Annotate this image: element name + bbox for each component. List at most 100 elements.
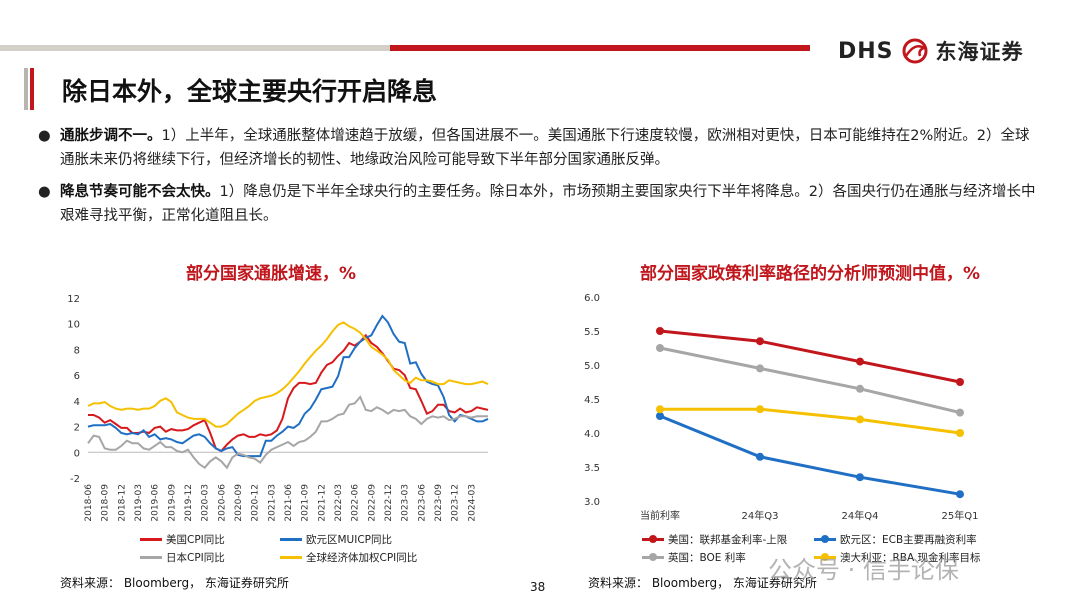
x-tick-label: 2022-06	[351, 484, 361, 522]
bullet-dot-icon: ●	[38, 184, 51, 200]
right-chart-title: 部分国家政策利率路径的分析师预测中值，%	[640, 264, 981, 284]
series-point	[956, 490, 964, 499]
series-point	[756, 405, 764, 414]
policy-rate-line-chart: 3.0 3.5 4.0 4.5 5.0 5.5 6.0 当前利率 24年Q3 24年Q4 25年Q1	[584, 293, 979, 522]
legend-item-boe: 英国：BOE 利率	[642, 550, 746, 565]
x-tick-label: 2023-09	[434, 484, 444, 522]
series-point	[856, 357, 864, 366]
y-tick-label: 0	[74, 448, 80, 459]
series-point	[656, 327, 664, 335]
bullet-item: ● 降息节奏可能不会太快。1）降息仍是下半年全球央行的主要任务。除日本外，市场预…	[38, 180, 1038, 228]
x-tick-label: 2020-09	[234, 484, 244, 522]
x-tick-label: 2023-03	[401, 484, 411, 522]
legend-item-us-fed: 美国：联邦基金利率-上限	[642, 532, 787, 547]
logo-text-en: DHS	[838, 38, 894, 64]
x-tick-label: 当前利率	[640, 509, 680, 522]
left-chart-source: 资料来源： Bloomberg， 东海证券研究所	[60, 576, 289, 590]
left-chart-title: 部分国家通胀增速，%	[186, 264, 357, 284]
bullet-dot-icon: ●	[38, 128, 51, 144]
x-tick-label: 2023-06	[417, 484, 427, 522]
y-tick-label: 3.5	[584, 463, 600, 474]
series-point	[956, 429, 964, 437]
series-point	[856, 473, 864, 482]
x-tick-label: 25年Q1	[942, 509, 979, 522]
bullet-text: 1）上半年，全球通胀整体增速趋于放缓，但各国进展不一。美国通胀下行速度较慢，欧洲…	[60, 128, 1030, 168]
y-tick-label: 8	[74, 345, 80, 356]
y-tick-label: 3.0	[584, 497, 600, 508]
y-tick-label: 6	[74, 371, 80, 382]
right-chart-legend: 美国：联邦基金利率-上限 欧元区：ECB主要再融资利率 英国：BOE 利率 澳大…	[642, 532, 1022, 568]
x-tick-label: 2021-06	[284, 484, 294, 522]
series-line	[659, 346, 961, 415]
x-tick-label: 2022-09	[367, 484, 377, 522]
legend-item-ecb: 欧元区：ECB主要再融资利率	[814, 532, 977, 547]
x-tick-label: 2018-06	[84, 484, 94, 522]
legend-item-rba: 澳大利亚：RBA 现金利率目标	[814, 550, 981, 565]
series-line	[660, 407, 961, 435]
dragon-logo-icon	[902, 38, 928, 64]
page-number: 38	[530, 580, 546, 594]
company-logo: DHS 东海证券	[838, 34, 1024, 68]
series-point	[956, 408, 964, 417]
y-tick-label: 12	[67, 294, 80, 305]
x-tick-label: 2022-12	[384, 484, 394, 522]
x-tick-label: 2024-03	[467, 484, 477, 522]
series-point	[756, 452, 764, 461]
x-tick-label: 2019-03	[134, 484, 144, 522]
logo-text-cn: 东海证券	[935, 40, 1024, 64]
series-point	[756, 364, 764, 373]
y-tick-label: 6.0	[584, 293, 600, 304]
x-tick-label: 2021-03	[267, 484, 277, 522]
series-point	[656, 412, 664, 420]
x-tick-label: 2018-12	[117, 484, 127, 522]
header-bar-red	[390, 45, 810, 51]
series-line	[87, 321, 489, 428]
bullet-list: ● 通胀步调不一。1）上半年，全球通胀整体增速趋于放缓，但各国进展不一。美国通胀…	[38, 124, 1038, 236]
bullet-text: 1）降息仍是下半年全球央行的主要任务。除日本外，市场预期主要国家央行下半年将降息…	[60, 184, 1036, 224]
x-tick-label: 2019-09	[167, 484, 177, 522]
legend-item-ea-muicp: 欧元区MUICP同比	[280, 532, 392, 547]
page-title: 除日本外，全球主要央行开启降息	[62, 77, 438, 106]
x-tick-label: 2020-12	[251, 484, 261, 522]
y-tick-label: 5.5	[584, 327, 600, 338]
series-point	[956, 378, 964, 386]
x-tick-label: 24年Q4	[842, 509, 879, 522]
watermark: 公众号 · 信手论保	[768, 556, 959, 584]
x-tick-label: 2019-12	[184, 484, 194, 522]
x-tick-label: 2022-03	[334, 484, 344, 522]
series-point	[856, 384, 864, 393]
bullet-heading: 降息节奏可能不会太快。	[60, 184, 220, 200]
y-tick-label: 2	[74, 423, 80, 434]
series-line	[87, 395, 488, 470]
series-point	[756, 337, 764, 346]
x-tick-label: 2021-12	[317, 484, 327, 522]
x-tick-label: 2020-03	[201, 484, 211, 522]
series-line	[659, 329, 961, 384]
series-point	[656, 405, 664, 414]
legend-item-global-cpi: 全球经济体加权CPI同比	[280, 550, 417, 565]
series-line	[88, 333, 489, 453]
x-tick-label: 2019-06	[151, 484, 161, 522]
x-tick-label: 24年Q3	[742, 509, 779, 522]
y-tick-label: 4.0	[584, 429, 600, 440]
y-tick-label: 4	[74, 397, 80, 408]
series-line	[87, 314, 489, 458]
x-tick-label: 2018-09	[101, 484, 111, 522]
series-point	[856, 415, 864, 424]
series-point	[656, 344, 664, 352]
y-tick-label: 4.5	[584, 395, 600, 406]
y-tick-label: 5.0	[584, 361, 600, 372]
title-accent-bar	[24, 68, 34, 110]
x-tick-label: 2021-09	[301, 484, 311, 522]
left-chart-legend: 美国CPI同比 欧元区MUICP同比 日本CPI同比 全球经济体加权CPI同比	[140, 532, 480, 568]
bullet-item: ● 通胀步调不一。1）上半年，全球通胀整体增速趋于放缓，但各国进展不一。美国通胀…	[38, 124, 1038, 172]
x-tick-label: 2023-12	[451, 484, 461, 522]
legend-item-us-cpi: 美国CPI同比	[140, 532, 225, 547]
inflation-line-chart: -2 0 2 4 6 8 10 12 2018-06 2018-09 2018-12 2019-03 2…	[67, 294, 489, 522]
legend-item-jp-cpi: 日本CPI同比	[140, 550, 225, 565]
x-tick-label: 2020-06	[217, 484, 227, 522]
y-tick-label: 10	[67, 320, 80, 331]
bullet-heading: 通胀步调不一。	[60, 128, 162, 144]
header-bar-gray	[0, 45, 390, 51]
y-tick-label: -2	[70, 474, 80, 485]
